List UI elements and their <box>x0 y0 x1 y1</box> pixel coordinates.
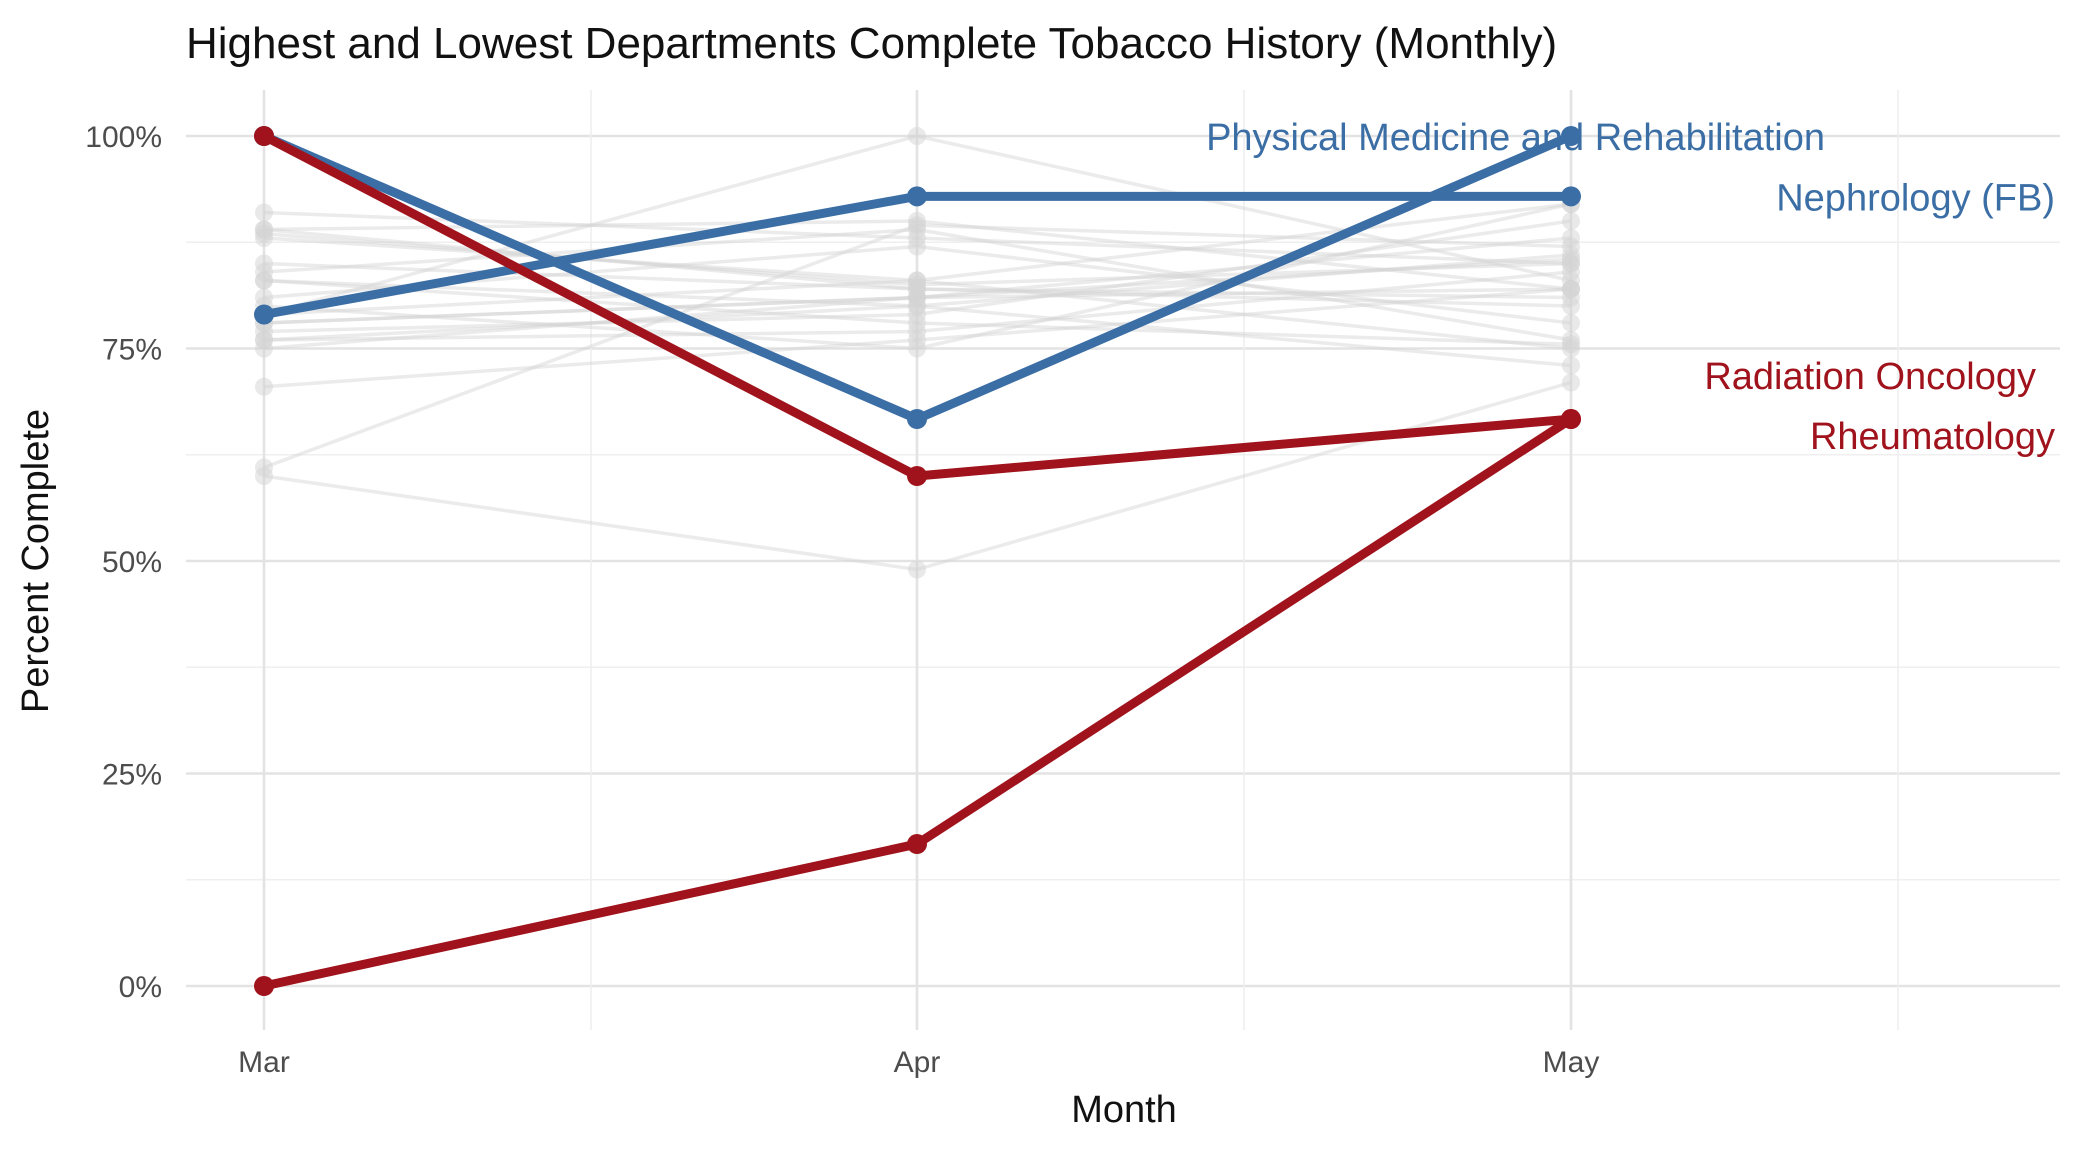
y-tick-label: 75% <box>102 334 162 367</box>
background-point <box>908 275 926 294</box>
background-point <box>1562 250 1580 269</box>
background-point <box>255 224 273 243</box>
x-tick-label: Apr <box>894 1046 941 1079</box>
y-axis-ticks: 0% 25% 50% 75% 100% <box>85 121 162 1004</box>
series-point <box>907 466 927 486</box>
background-point <box>908 560 926 579</box>
x-tick-label: May <box>1543 1046 1600 1079</box>
y-tick-label: 25% <box>102 759 162 792</box>
series-point <box>1561 409 1581 430</box>
background-point <box>255 331 273 349</box>
y-tick-label: 100% <box>85 121 162 154</box>
background-point <box>1562 212 1580 230</box>
series-point <box>907 186 927 207</box>
y-tick-label: 50% <box>102 546 162 579</box>
background-point <box>255 263 273 281</box>
series-point <box>1561 126 1581 146</box>
series-point <box>254 304 274 325</box>
background-point <box>255 203 273 222</box>
series-label: Nephrology (FB) <box>1776 177 2055 219</box>
x-tick-label: Mar <box>238 1046 290 1079</box>
chart-title: Highest and Lowest Departments Complete … <box>186 19 1557 68</box>
background-point <box>1562 288 1580 307</box>
series-label: Rheumatology <box>1810 416 2055 458</box>
x-axis-ticks: Mar Apr May <box>238 1046 1599 1079</box>
series-point <box>254 126 274 146</box>
background-point <box>255 377 273 396</box>
background-point <box>908 237 926 256</box>
series-point <box>907 409 927 430</box>
series-labels: Physical Medicine and Rehabilitation Neph… <box>1206 117 2055 458</box>
background-point <box>908 127 926 145</box>
background-point <box>1562 331 1580 349</box>
background-point <box>1562 356 1580 375</box>
background-point <box>908 220 926 239</box>
series-label: Physical Medicine and Rehabilitation <box>1206 117 1825 159</box>
series-point <box>254 976 274 996</box>
series-point <box>907 834 927 855</box>
background-point <box>1562 314 1580 332</box>
background-point <box>255 467 273 485</box>
highlighted-series <box>254 126 1581 996</box>
background-point <box>908 297 926 315</box>
y-tick-label: 0% <box>119 971 162 1004</box>
series-label: Radiation Oncology <box>1704 356 2036 398</box>
background-point <box>1562 271 1580 290</box>
background-point <box>1562 237 1580 256</box>
background-point <box>908 314 926 332</box>
y-axis-title: Percent Complete <box>15 409 57 713</box>
background-point <box>1562 373 1580 392</box>
background-point <box>908 339 926 358</box>
series-point <box>1561 186 1581 207</box>
x-axis-title: Month <box>1071 1089 1177 1131</box>
